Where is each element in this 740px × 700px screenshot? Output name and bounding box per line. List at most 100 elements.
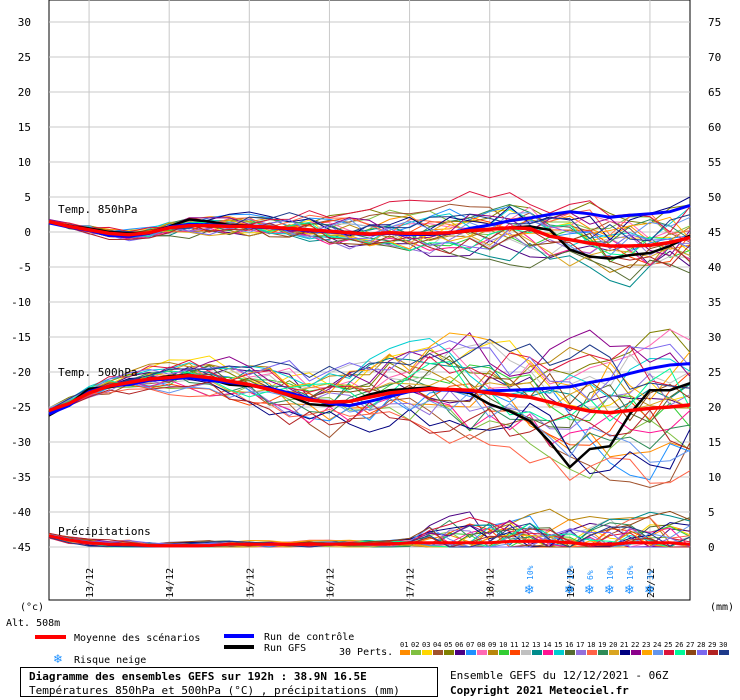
- right-tick-label: 15: [708, 436, 721, 449]
- member-legend: 01 02 03 04 05 06 07 08 09 10 11 12 13 14 15 16 17 18 19 20…: [400, 641, 729, 655]
- member-number: 12: [521, 641, 529, 649]
- right-tick-label: 20: [708, 401, 721, 414]
- right-tick-label: 65: [708, 86, 721, 99]
- left-tick-label: -15: [11, 331, 31, 344]
- ensemble-member-500: [48, 340, 691, 411]
- member-color-swatch: [444, 650, 454, 655]
- member-number: 01: [400, 641, 408, 649]
- left-tick-label: 20: [18, 86, 31, 99]
- member-number: 02: [411, 641, 419, 649]
- snowflake-icon: ❄: [524, 583, 535, 598]
- right-tick-label: 5: [708, 506, 715, 519]
- mean-line-500: [48, 373, 691, 415]
- member-number: 17: [576, 641, 584, 649]
- member-number: 09: [488, 641, 496, 649]
- member-color-swatch: [455, 650, 465, 655]
- legend: Moyenne des scénarios Run de contrôle Ru…: [35, 631, 729, 666]
- snowflake-icon: ❄: [584, 583, 595, 598]
- t500-label: Temp. 500hPa: [58, 366, 137, 379]
- member-number: 26: [675, 641, 683, 649]
- member-number: 23: [642, 641, 650, 649]
- run-info: Ensemble GEFS du 12/12/2021 - 06Z: [450, 669, 669, 682]
- legend-gfs-label: Run GFS: [264, 643, 306, 654]
- x-tick-label: 20/12: [646, 568, 657, 598]
- ensemble-member-500: [48, 361, 691, 423]
- right-tick-label: 10: [708, 471, 721, 484]
- member-color-swatch: [411, 650, 421, 655]
- ensemble-member-500: [48, 346, 691, 412]
- ensemble-member-500: [48, 382, 691, 463]
- member-color-swatch: [675, 650, 685, 655]
- left-tick-label: -40: [11, 506, 31, 519]
- snow-risk-pct: 10%: [526, 565, 535, 580]
- member-color-swatch: [697, 650, 707, 655]
- ensemble-member-500: [48, 338, 691, 411]
- member-number: 22: [631, 641, 639, 649]
- member-number: 10: [499, 641, 507, 649]
- member-color-swatch: [587, 650, 597, 655]
- x-tick-label: 16/12: [325, 568, 336, 598]
- member-color-swatch: [719, 650, 729, 655]
- snow-risk-pct: 10%: [566, 565, 575, 580]
- right-tick-label: 40: [708, 261, 721, 274]
- member-number: 04: [433, 641, 441, 649]
- member-color-swatch: [543, 650, 553, 655]
- legend-snow-label: Risque neige: [74, 655, 146, 666]
- legend-mean-label: Moyenne des scénarios: [74, 632, 200, 644]
- member-color-swatch: [521, 650, 531, 655]
- member-number: 16: [565, 641, 573, 649]
- right-axis-unit: (mm): [710, 602, 734, 613]
- title-box: Diagramme des ensembles GEFS sur 192h : …: [20, 667, 438, 697]
- right-tick-label: 35: [708, 296, 721, 309]
- ensemble-member-850: [48, 219, 691, 269]
- member-number: 27: [686, 641, 694, 649]
- precip-label: Précipitations: [58, 525, 151, 538]
- right-tick-label: 60: [708, 121, 721, 134]
- member-color-swatch: [499, 650, 509, 655]
- member-color-swatch: [565, 650, 575, 655]
- member-number: 24: [653, 641, 661, 649]
- left-tick-label: -45: [11, 541, 31, 554]
- x-tick-label: 14/12: [165, 568, 176, 598]
- member-color-swatch: [554, 650, 564, 655]
- member-number: 07: [466, 641, 474, 649]
- left-tick-label: 5: [24, 191, 31, 204]
- member-number: 18: [587, 641, 595, 649]
- x-tick-label: 19/12: [566, 568, 577, 598]
- plot-frame: [48, 0, 691, 601]
- left-axis-unit: (°c): [20, 602, 44, 613]
- snow-risk-pct: 10%: [606, 565, 615, 580]
- ensemble-member-500: [48, 344, 691, 412]
- snowflake-icon: ❄: [564, 583, 575, 598]
- ensemble-member-850: [48, 203, 691, 249]
- snowflake-icon: ❄: [644, 583, 655, 598]
- member-color-swatch: [686, 650, 696, 655]
- ensemble-member-500: [48, 340, 691, 410]
- member-color-swatch: [433, 650, 443, 655]
- left-tick-label: -25: [11, 401, 31, 414]
- member-number: 25: [664, 641, 672, 649]
- left-tick-label: 0: [24, 226, 31, 239]
- left-tick-label: 30: [18, 16, 31, 29]
- snowflake-icon: ❄: [53, 652, 63, 666]
- left-tick-label: -5: [18, 261, 31, 274]
- x-tick-label: 15/12: [245, 568, 256, 598]
- member-number: 13: [532, 641, 540, 649]
- member-color-swatch: [400, 650, 410, 655]
- member-color-swatch: [620, 650, 630, 655]
- member-color-swatch: [477, 650, 487, 655]
- right-tick-label: 55: [708, 156, 721, 169]
- left-tick-label: -30: [11, 436, 31, 449]
- member-color-swatch: [708, 650, 718, 655]
- member-color-swatch: [631, 650, 641, 655]
- left-tick-label: 25: [18, 51, 31, 64]
- left-tick-label: -10: [11, 296, 31, 309]
- x-tick-label: 13/12: [85, 568, 96, 598]
- member-color-swatch: [609, 650, 619, 655]
- left-tick-label: 10: [18, 156, 31, 169]
- x-tick-label: 17/12: [406, 568, 417, 598]
- snow-risk-pct: 6%: [586, 570, 595, 580]
- snow-risk-pct: 16%: [626, 565, 635, 580]
- ensemble-member-850: [48, 190, 691, 233]
